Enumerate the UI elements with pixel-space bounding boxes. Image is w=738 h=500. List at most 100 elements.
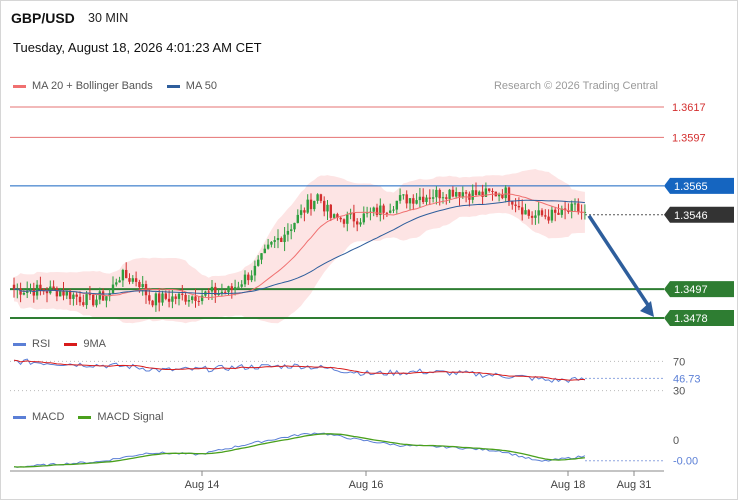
candle-body [200, 295, 204, 302]
candle-body [577, 203, 580, 212]
candle-body [237, 286, 240, 288]
candle-body [455, 192, 458, 197]
candle-body [583, 211, 587, 213]
candle-body [398, 195, 402, 201]
candle-body [497, 194, 501, 197]
candle-body [273, 240, 276, 242]
candle-body [161, 293, 164, 303]
candle-body [534, 215, 537, 218]
macd-legend: MACD MACD Signal [13, 411, 163, 423]
candle-body [82, 302, 85, 306]
candle-body [481, 191, 484, 197]
candle-body [293, 222, 296, 230]
rsi-line [13, 358, 586, 384]
candle-body [379, 205, 382, 216]
candle-body [428, 197, 431, 199]
candle-body [514, 204, 517, 206]
rsi-ma-legend-label: 9MA [83, 338, 106, 350]
symbol-title: GBP/USD [11, 10, 75, 26]
candle-body [309, 199, 313, 210]
candle-body [187, 299, 191, 302]
candle-body [88, 294, 92, 296]
candle-body [425, 197, 428, 203]
candle-body [171, 296, 174, 302]
x-tick-label-aug-14: Aug 14 [185, 479, 220, 491]
datetime-label: Tuesday, August 18, 2026 4:01:23 AM CET [13, 40, 262, 55]
candle-body [319, 194, 323, 201]
candle-body [290, 229, 293, 231]
candle-body [554, 209, 557, 213]
candle-body [365, 212, 369, 214]
candle-body [346, 214, 349, 224]
rsi-legend-label: RSI [32, 338, 51, 350]
candle-body [65, 290, 68, 296]
macd-signal-swatch [78, 415, 92, 419]
candle-body [339, 217, 342, 220]
candle-body [461, 192, 464, 197]
candle-body [296, 214, 299, 223]
candle-body [445, 197, 448, 199]
candle-body [29, 289, 32, 291]
rsi-ma-swatch [64, 342, 78, 346]
candle-body [148, 295, 151, 301]
candle-body [342, 219, 346, 224]
candle-body [108, 293, 111, 297]
candle-body [382, 205, 385, 213]
rsi-tick-70: 70 [673, 356, 685, 368]
candle-body [511, 201, 514, 205]
candle-body [395, 200, 398, 210]
candle-body [78, 296, 82, 303]
ma20-legend-label: MA 20 + Bollinger Bands [32, 80, 153, 92]
macd-signal-line [13, 433, 585, 468]
candle-body [349, 212, 352, 215]
candle-body [164, 293, 167, 299]
candle-body [375, 207, 379, 216]
candle-body [332, 214, 336, 218]
candle-body [521, 207, 524, 215]
candle-body [49, 286, 52, 294]
candle-body [415, 200, 418, 204]
candle-body [240, 284, 243, 287]
candle-body [544, 215, 547, 217]
candle-body [329, 204, 332, 218]
macd-tick-0: 0 [673, 435, 679, 447]
rsi-legend: RSI 9MA [13, 338, 106, 350]
candle-body [158, 293, 161, 303]
candle-body [422, 196, 425, 203]
candle-body [35, 284, 39, 296]
candle-body [197, 300, 200, 302]
rsi-tick-30: 30 [673, 386, 685, 398]
candle-body [323, 200, 326, 212]
candle-body [233, 287, 237, 290]
candle-body [191, 296, 194, 300]
macd-legend-label: MACD [32, 411, 65, 423]
candle-body [55, 288, 59, 297]
macd-current-value: -0.00 [673, 456, 698, 468]
candle-body [224, 291, 227, 293]
candle-body [174, 296, 177, 299]
candle-body [39, 284, 42, 289]
candle-body [441, 197, 445, 199]
candle-body [488, 188, 491, 191]
candle-body [95, 299, 98, 306]
macd-swatch [13, 415, 26, 419]
ma20-line [13, 193, 585, 299]
level-label-1.3597: 1.3597 [672, 132, 706, 144]
candle-body [527, 210, 530, 216]
candle-body [68, 290, 72, 299]
candle-body [451, 189, 455, 197]
level-tag-1.3546 [664, 206, 734, 223]
macd-signal-legend-label: MACD Signal [97, 411, 164, 423]
candle-body [177, 293, 181, 299]
rsi-swatch [13, 342, 26, 346]
candle-body [530, 215, 534, 218]
candle-body [435, 189, 438, 198]
candle-body [115, 282, 118, 285]
candle-body [464, 192, 468, 194]
candle-body [286, 230, 290, 235]
x-tick-label-aug-31: Aug 31 [617, 479, 652, 491]
candle-body [560, 208, 563, 215]
candle-body [151, 300, 154, 306]
candle-body [412, 198, 415, 204]
projection-arrow-head [640, 301, 654, 317]
